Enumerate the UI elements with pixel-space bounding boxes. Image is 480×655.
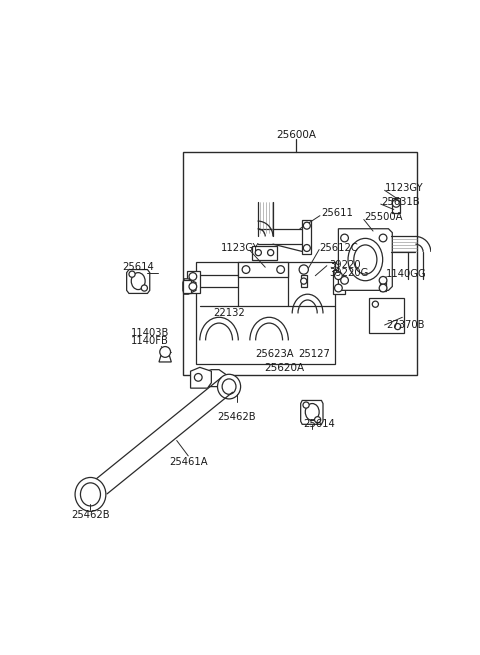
Circle shape — [242, 266, 250, 273]
Circle shape — [299, 265, 308, 274]
Circle shape — [189, 283, 197, 290]
Text: 25461A: 25461A — [169, 457, 207, 467]
Circle shape — [379, 234, 387, 242]
Circle shape — [341, 234, 348, 242]
Text: 25462B: 25462B — [217, 413, 256, 422]
Circle shape — [379, 284, 387, 292]
Polygon shape — [187, 271, 200, 293]
Text: 1123GY: 1123GY — [221, 243, 259, 253]
Text: 25614: 25614 — [303, 419, 335, 428]
Text: 1140GG: 1140GG — [386, 269, 427, 279]
Circle shape — [141, 285, 147, 291]
Circle shape — [194, 373, 202, 381]
Polygon shape — [338, 229, 392, 290]
Circle shape — [129, 271, 135, 277]
Ellipse shape — [354, 245, 377, 274]
Circle shape — [267, 250, 274, 255]
Text: 25614: 25614 — [122, 262, 154, 272]
Ellipse shape — [81, 483, 100, 506]
Circle shape — [341, 276, 348, 284]
Polygon shape — [183, 279, 196, 294]
Ellipse shape — [305, 403, 319, 421]
Text: 25620A: 25620A — [264, 363, 305, 373]
Circle shape — [372, 301, 378, 307]
Polygon shape — [196, 262, 335, 364]
Polygon shape — [183, 280, 191, 293]
Polygon shape — [191, 367, 211, 388]
Text: 1123GY: 1123GY — [384, 183, 423, 193]
Polygon shape — [300, 275, 307, 286]
Polygon shape — [369, 298, 404, 333]
Circle shape — [303, 402, 309, 408]
Polygon shape — [127, 270, 150, 293]
Text: 39220: 39220 — [329, 260, 361, 270]
Text: 22132: 22132 — [213, 309, 245, 318]
Text: 27370B: 27370B — [386, 320, 425, 330]
Polygon shape — [238, 262, 288, 277]
Circle shape — [255, 250, 262, 255]
Ellipse shape — [348, 238, 383, 281]
Polygon shape — [333, 270, 345, 294]
Circle shape — [335, 272, 342, 280]
Text: 1140FB: 1140FB — [131, 336, 168, 346]
Circle shape — [392, 200, 400, 207]
Circle shape — [303, 222, 310, 229]
Circle shape — [314, 417, 321, 422]
Text: 25462B: 25462B — [71, 510, 110, 520]
Text: 25623A: 25623A — [255, 349, 294, 359]
Ellipse shape — [222, 379, 236, 394]
Polygon shape — [302, 219, 312, 254]
Text: 25500A: 25500A — [364, 212, 402, 222]
Ellipse shape — [217, 374, 240, 399]
Text: 25600A: 25600A — [276, 130, 316, 140]
Polygon shape — [380, 281, 386, 291]
Text: 25631B: 25631B — [381, 196, 420, 207]
Polygon shape — [392, 198, 400, 214]
Polygon shape — [196, 369, 227, 386]
Circle shape — [277, 266, 285, 273]
Text: 11403B: 11403B — [131, 328, 169, 338]
Polygon shape — [159, 354, 171, 362]
Ellipse shape — [131, 272, 145, 290]
Polygon shape — [252, 246, 277, 259]
Circle shape — [160, 346, 170, 358]
Text: 25127: 25127 — [299, 349, 330, 359]
Circle shape — [335, 284, 342, 292]
Bar — [183, 152, 417, 375]
Ellipse shape — [75, 477, 106, 512]
Circle shape — [379, 276, 387, 284]
Circle shape — [189, 272, 197, 280]
Text: 25612C: 25612C — [319, 243, 358, 253]
Polygon shape — [191, 275, 198, 290]
Circle shape — [395, 324, 401, 329]
Polygon shape — [300, 400, 323, 424]
Circle shape — [300, 278, 307, 284]
Text: 25611: 25611 — [322, 208, 353, 218]
Circle shape — [303, 244, 310, 252]
Text: 39220G: 39220G — [329, 269, 369, 278]
